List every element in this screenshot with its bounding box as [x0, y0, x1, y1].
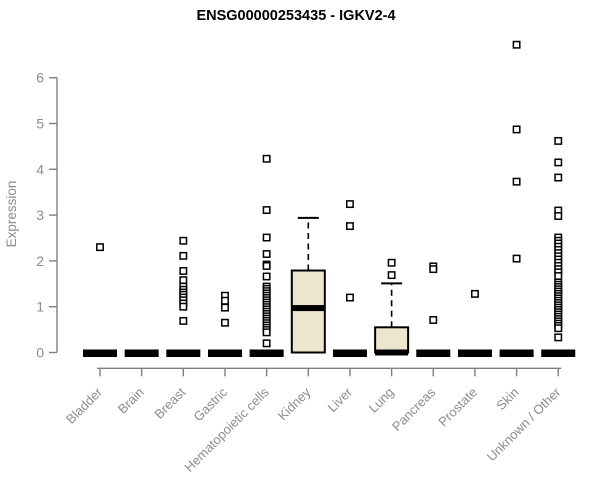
- x-tick-label-lung: Lung: [366, 385, 397, 416]
- y-tick-label-4: 4: [36, 161, 44, 177]
- outlier-point-skin: [512, 125, 521, 134]
- outlier-point-unknown-other: [554, 136, 563, 145]
- box-collapsed-prostate: [457, 349, 492, 357]
- x-tick-label-brain: Brain: [115, 385, 147, 417]
- chart-title: ENSG00000253435 - IGKV2-4: [196, 8, 396, 24]
- box-collapsed-hematopoietic-cells: [249, 349, 284, 357]
- box-collapsed-bladder: [83, 349, 117, 357]
- outlier-point-breast: [179, 267, 188, 275]
- box-collapsed-gastric: [207, 349, 242, 357]
- y-tick-label-1: 1: [36, 299, 44, 315]
- outlier-point-hematopoietic-cells: [262, 154, 271, 163]
- outlier-point-hematopoietic-cells: [262, 233, 271, 242]
- x-tick-label-skin: Skin: [493, 385, 521, 413]
- box-kidney: [290, 269, 326, 354]
- x-tick-label-kidney: Kidney: [275, 384, 314, 423]
- outlier-point-hematopoietic-cells: [262, 339, 271, 348]
- outlier-point-hematopoietic-cells: [262, 250, 271, 258]
- outlier-point-hematopoietic-cells: [262, 261, 271, 270]
- outlier-point-breast: [179, 302, 188, 311]
- outlier-point-bladder: [96, 243, 104, 252]
- outlier-point-lung: [387, 258, 396, 267]
- x-tick-label-gastric: Gastric: [190, 384, 230, 424]
- outlier-point-hematopoietic-cells: [262, 272, 271, 281]
- box-collapsed-liver: [332, 349, 367, 357]
- y-tick-label-3: 3: [36, 207, 44, 223]
- outlier-point-liver: [346, 293, 354, 302]
- outlier-point-prostate: [470, 289, 479, 298]
- x-tick-label-unknown-other: Unknown / Other: [484, 384, 564, 464]
- outlier-point-pancreas: [429, 265, 438, 274]
- outlier-point-breast: [179, 251, 188, 260]
- outlier-point-breast: [179, 276, 188, 285]
- outlier-point-hematopoietic-cells: [262, 206, 271, 215]
- box-lung: [374, 326, 410, 354]
- y-tick-label-0: 0: [36, 345, 44, 361]
- x-tick-label-prostate: Prostate: [435, 385, 480, 430]
- outlier-point-skin: [512, 177, 521, 186]
- outlier-point-gastric: [221, 296, 229, 305]
- outlier-point-liver: [346, 200, 354, 209]
- outlier-point-unknown-other: [554, 212, 563, 220]
- y-tick-label-2: 2: [36, 253, 44, 269]
- x-tick-label-bladder: Bladder: [63, 384, 106, 427]
- outlier-point-skin: [512, 254, 521, 263]
- outlier-point-lung: [387, 271, 396, 280]
- outlier-point-unknown-other: [554, 333, 563, 342]
- x-tick-label-pancreas: Pancreas: [389, 384, 439, 434]
- y-tick-label-5: 5: [36, 116, 44, 132]
- outlier-point-breast: [179, 236, 188, 245]
- box-collapsed-breast: [166, 349, 201, 357]
- x-tick-label-breast: Breast: [151, 384, 188, 421]
- box-collapsed-pancreas: [416, 349, 451, 357]
- x-tick-label-liver: Liver: [325, 384, 356, 415]
- outlier-point-liver: [346, 222, 354, 231]
- box-collapsed-brain: [124, 349, 159, 357]
- median-line-kidney: [291, 305, 325, 312]
- box-collapsed-skin: [499, 349, 534, 357]
- box-collapsed-unknown-other: [541, 349, 576, 357]
- median-line-lung: [375, 349, 409, 356]
- outlier-point-unknown-other: [554, 272, 563, 280]
- outlier-point-pancreas: [429, 316, 438, 324]
- outlier-point-unknown-other: [554, 324, 563, 333]
- outlier-point-unknown-other: [554, 158, 563, 167]
- y-tick-label-6: 6: [36, 70, 44, 86]
- outlier-point-gastric: [221, 318, 229, 327]
- outlier-point-gastric: [221, 303, 229, 312]
- outlier-point-skin: [512, 40, 521, 49]
- outlier-point-breast: [179, 316, 188, 325]
- outlier-point-unknown-other: [554, 173, 563, 182]
- outlier-point-hematopoietic-cells: [262, 328, 271, 337]
